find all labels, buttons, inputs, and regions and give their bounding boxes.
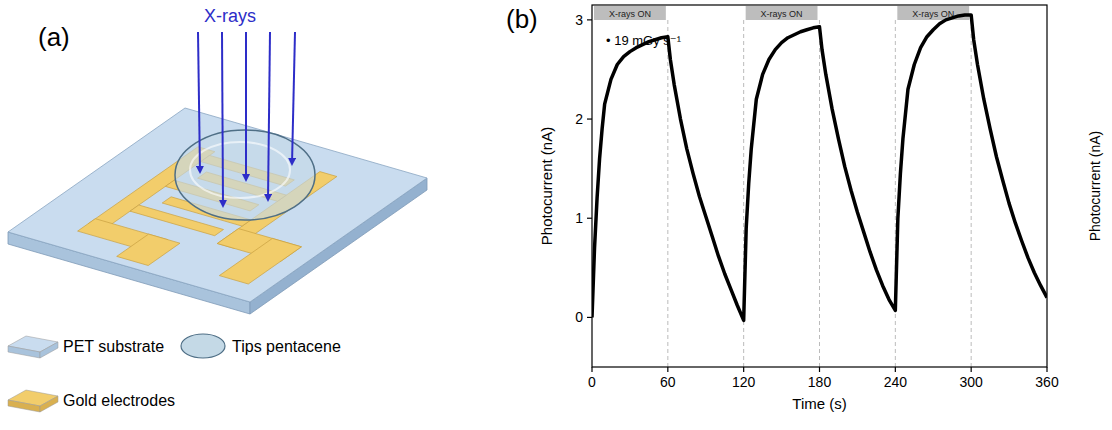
next-panel-y-axis-title: Photocurrent (nA) (1087, 131, 1103, 242)
x-tick-label: 360 (1035, 374, 1059, 390)
photocurrent-chart: (b)X-rays ONX-rays ONX-rays ON0601201802… (506, 4, 1059, 412)
device-diagram: (a) X-rays PET substrate Tips pentacene Gold… (8, 6, 427, 412)
key-label: Tips pentacene (232, 338, 341, 355)
y-axis-title: Photocurrent (nA) (538, 127, 555, 245)
x-rays-boundary (667, 20, 668, 367)
x-tick-label: 0 (588, 374, 596, 390)
x-tick-label: 300 (959, 374, 983, 390)
y-tick-label: 1 (575, 210, 583, 226)
x-tick (819, 367, 820, 372)
panel-label: (b) (506, 4, 538, 34)
plot-data (592, 15, 1047, 320)
plot-frame (592, 5, 1047, 367)
y-tick (587, 118, 592, 119)
x-tick-label: 240 (884, 374, 908, 390)
x-tick (971, 367, 972, 372)
key-gold-icon (40, 396, 58, 412)
key-film-icon (181, 334, 225, 358)
x-tick (743, 367, 744, 372)
x-tick-label: 120 (732, 374, 756, 390)
key-label: PET substrate (63, 338, 164, 355)
dose-rate-annotation: • 19 mGy s⁻¹ (606, 33, 682, 48)
key-label: Gold electrodes (63, 392, 175, 409)
x-axis-title: Time (s) (792, 395, 846, 412)
y-tick (587, 317, 592, 318)
y-tick-label: 2 (575, 111, 583, 127)
x-tick (1046, 367, 1047, 372)
x-ray-arrow (198, 32, 200, 172)
x-tick-label: 60 (660, 374, 676, 390)
x-tick-label: 180 (808, 374, 832, 390)
x-rays-boundary (895, 20, 896, 367)
beam-label: X-rays (204, 6, 256, 26)
y-tick (587, 218, 592, 219)
x-rays-on-label: X-rays ON (761, 9, 803, 19)
x-rays-on-label: X-rays ON (912, 9, 954, 19)
gold-electrode (117, 234, 180, 265)
key-substrate-icon (40, 342, 58, 358)
x-rays-on-band (897, 6, 969, 20)
y-tick-label: 3 (575, 12, 583, 28)
gold-electrode (219, 238, 301, 284)
figure: (a) X-rays PET substrate Tips pentacene Gold… (0, 0, 1112, 430)
x-ray-arrow (245, 32, 247, 180)
x-rays-on-band (594, 6, 666, 20)
film-highlight (190, 142, 290, 198)
substrate-top (8, 108, 427, 302)
key-substrate-icon (8, 346, 40, 358)
x-tick (591, 367, 592, 372)
key-gold-icon (8, 400, 40, 412)
x-rays-on-label: X-rays ON (609, 9, 651, 19)
x-rays-boundary (819, 20, 820, 367)
y-tick-label: 0 (575, 309, 583, 325)
x-tick (895, 367, 896, 372)
x-rays-on-band (746, 6, 818, 20)
y-tick (587, 19, 592, 20)
x-ray-arrow (292, 32, 295, 164)
x-ray-arrow (222, 32, 223, 206)
photocurrent-line (592, 15, 1047, 320)
panel-label: (a) (38, 22, 70, 52)
x-ray-arrow (268, 32, 270, 200)
x-rays-boundary (971, 20, 972, 367)
x-tick (667, 367, 668, 372)
